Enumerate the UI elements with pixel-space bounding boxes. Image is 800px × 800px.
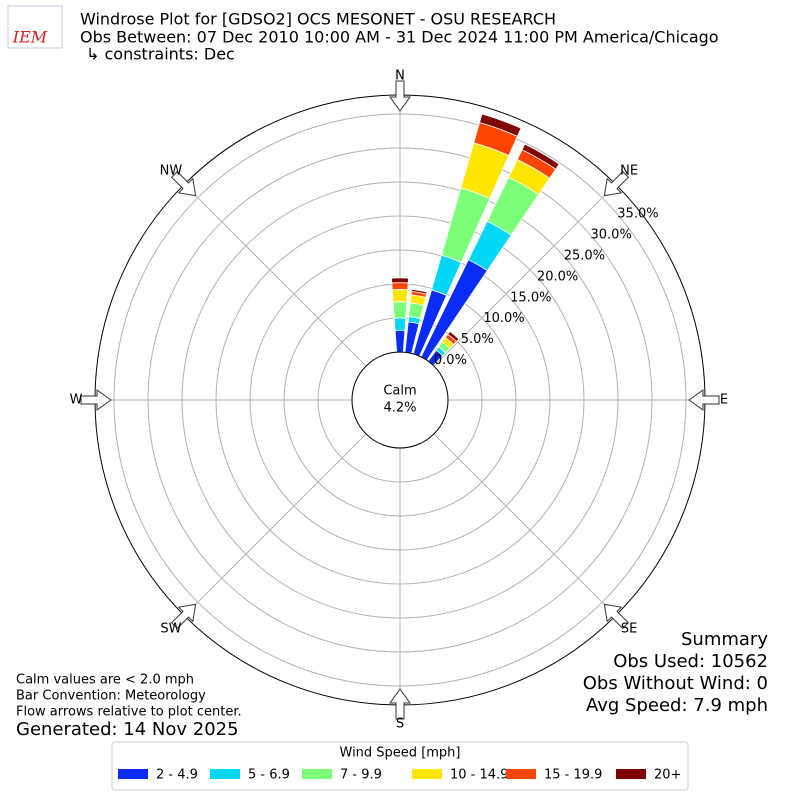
wedge	[447, 330, 460, 343]
flow-arrow-shape	[389, 80, 411, 112]
calm-value: 4.2%	[383, 401, 416, 416]
flow-arrow	[389, 80, 411, 112]
wedge	[410, 288, 428, 295]
flow-arrow-shape	[389, 688, 411, 720]
legend-label: 10 - 14.9	[450, 768, 508, 783]
flow-arrow	[389, 688, 411, 720]
flow-arrow	[603, 603, 630, 630]
legend-label: 15 - 19.9	[544, 768, 602, 783]
compass-label: W	[70, 393, 83, 408]
flow-arrow-shape	[170, 170, 197, 197]
calm-label: Calm	[383, 384, 416, 399]
compass-label: SW	[160, 622, 181, 637]
constraints: ↳ constraints: Dec	[86, 45, 235, 64]
legend-title: Wind Speed [mph]	[340, 746, 461, 761]
wedge	[393, 317, 407, 331]
logo: IEM	[7, 5, 63, 49]
flow-arrow-shape	[80, 389, 112, 411]
wedge	[391, 282, 409, 291]
legend-swatch	[210, 769, 240, 779]
legend-swatch	[506, 769, 536, 779]
note-line: Calm values are < 2.0 mph	[16, 673, 194, 688]
flow-arrow-shape	[603, 603, 630, 630]
compass-label: NW	[160, 163, 183, 178]
chart-title: Windrose Plot for [GDSO2] OCS MESONET - …	[80, 10, 556, 29]
compass-label: SE	[621, 622, 637, 637]
compass-label: N	[395, 69, 405, 84]
legend-label: 7 - 9.9	[340, 768, 382, 783]
legend-swatch	[412, 769, 442, 779]
compass-label: S	[396, 717, 404, 732]
summary-line: Obs Used: 10562	[613, 651, 768, 672]
summary-line: Summary	[681, 629, 768, 650]
flow-arrow	[688, 389, 720, 411]
r-tick-label: 20.0%	[537, 269, 578, 284]
r-tick-label: 15.0%	[510, 290, 551, 305]
r-tick-label: 25.0%	[564, 248, 605, 263]
flow-arrow	[170, 603, 197, 630]
wedge	[521, 143, 560, 170]
calm-circle	[351, 351, 449, 449]
flow-arrow	[170, 170, 197, 197]
legend-label: 5 - 6.9	[248, 768, 290, 783]
note-line: Flow arrows relative to plot center.	[16, 705, 242, 720]
r-tick-label: 0.0%	[434, 353, 467, 368]
summary-line: Avg Speed: 7.9 mph	[586, 695, 768, 716]
r-tick-label: 35.0%	[617, 207, 658, 222]
legend-box	[111, 741, 689, 791]
wedge	[392, 301, 408, 319]
grid-spoke	[433, 433, 617, 617]
flow-arrow-shape	[688, 389, 720, 411]
chart-subtitle: Obs Between: 07 Dec 2010 10:00 AM - 31 D…	[80, 28, 719, 47]
grid-spoke	[183, 433, 367, 617]
flow-arrow	[80, 389, 112, 411]
flow-arrow-shape	[603, 170, 630, 197]
r-tick-label: 30.0%	[591, 228, 632, 243]
legend-label: 2 - 4.9	[156, 768, 198, 783]
wedge	[391, 277, 409, 284]
r-tick-label: 5.0%	[461, 332, 494, 347]
grid-spoke	[433, 183, 617, 367]
legend-swatch	[302, 769, 332, 779]
compass-label: E	[720, 393, 728, 408]
flow-arrow-shape	[170, 603, 197, 630]
legend-swatch	[118, 769, 148, 779]
note-line: Bar Convention: Meteorology	[16, 689, 206, 704]
generated: Generated: 14 Nov 2025	[16, 719, 239, 740]
logo-text: IEM	[12, 28, 48, 47]
wedge	[479, 113, 522, 137]
wedge	[394, 329, 406, 353]
flow-arrow	[603, 170, 630, 197]
legend-label: 20+	[654, 768, 681, 783]
summary-line: Obs Without Wind: 0	[583, 673, 768, 694]
wedge	[391, 289, 409, 303]
r-tick-label: 10.0%	[483, 311, 524, 326]
logo-frame	[7, 5, 63, 49]
legend-swatch	[616, 769, 646, 779]
grid-spoke	[183, 183, 367, 367]
compass-label: NE	[620, 163, 638, 178]
